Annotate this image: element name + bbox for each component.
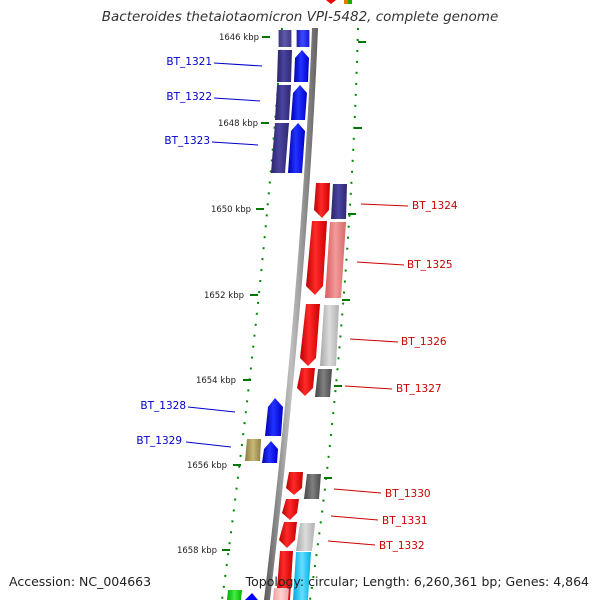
callout-line [213,97,261,102]
gene-feature-bt1328[interactable] [265,398,283,436]
callout-line [327,540,376,546]
gene-feature-partial[interactable] [344,0,348,4]
outer-dotted-arc [221,27,283,600]
topology-text: Topology: circular; Length: 6,260,361 bp… [245,574,589,589]
gene-label-bt1331[interactable]: BT_1331 [382,515,428,527]
ruler-label: 1648 kbp [218,119,258,129]
gene-feature-partial[interactable] [245,593,258,600]
gene-feature-partial[interactable] [273,588,289,600]
callout-line [344,385,393,390]
accession-text: Accession: NC_004663 [9,574,152,589]
gene-feature-partial[interactable] [293,552,311,600]
gene-feature-bt1321[interactable] [294,50,309,82]
callout-line [185,441,232,448]
gene-label-bt1326[interactable]: BT_1326 [401,336,447,348]
gene-label-bt1325[interactable]: BT_1325 [407,259,453,271]
gene-feature-bt1329-cog[interactable] [245,439,261,461]
gene-feature-bt1323[interactable] [288,123,305,173]
ruler-label: 1650 kbp [211,205,251,215]
ruler-ticks [222,36,366,551]
gene-feature-bt1320[interactable] [297,30,309,47]
gene-feature-bt1326-cog[interactable] [320,305,339,366]
gene-feature-bt1321[interactable] [277,50,292,82]
gene-feature-partial[interactable] [227,590,242,600]
gene-label-bt1323[interactable]: BT_1323 [164,135,210,147]
callout-line [211,141,259,146]
callout-line [187,406,236,413]
gene-feature-partial[interactable] [348,0,352,4]
ruler-label: 1654 kbp [196,376,236,386]
callout-line [330,515,379,521]
gene-label-bt1324[interactable]: BT_1324 [412,200,458,212]
gene-label-bt1330[interactable]: BT_1330 [385,488,431,500]
gene-feature-bt1326[interactable] [300,304,320,366]
gene-feature-bt1330[interactable] [286,472,303,495]
gene-feature-bt1324-cog[interactable] [331,184,347,219]
gene-feature-bt1324[interactable] [314,183,330,218]
gene-feature-partial[interactable] [276,551,293,600]
gene-label-bt1327[interactable]: BT_1327 [396,383,442,395]
gene-label-bt1328[interactable]: BT_1328 [140,400,186,412]
callout-lines [185,62,409,546]
gene-feature-bt1320[interactable] [279,30,291,47]
callout-line [356,261,405,266]
ruler-label: 1652 kbp [204,291,244,301]
gene-feature-bt1325-cog[interactable] [325,222,346,298]
gene-feature-bt1322[interactable] [291,85,307,120]
callout-line [349,338,399,343]
gene-feature-bt1323[interactable] [271,123,289,173]
gene-label-bt1332[interactable]: BT_1332 [379,540,425,552]
ruler-label: 1658 kbp [177,546,217,556]
gene-feature-bt1322[interactable] [275,85,291,120]
gene-feature-partial[interactable] [326,0,336,4]
callout-line [360,203,409,207]
ruler-label: 1656 kbp [187,461,227,471]
gene-feature-bt1325[interactable] [306,221,327,295]
genome-backbone [264,28,318,600]
gene-feature-bt1327[interactable] [297,368,315,396]
gene-label-bt1322[interactable]: BT_1322 [166,91,212,103]
gene-feature-bt1331[interactable] [282,499,299,520]
callout-line [213,62,263,67]
gene-feature-bt1329[interactable] [262,441,278,463]
callout-line [333,488,382,494]
ruler-label: 1646 kbp [219,33,259,43]
inner-dotted-arc [309,27,359,600]
gene-feature-bt1327-cog[interactable] [315,369,332,397]
gene-feature-bt1332-cog[interactable] [296,523,315,551]
genome-title: Bacteroides thetaiotaomicron VPI-5482, c… [101,9,499,25]
gene-label-bt1321[interactable]: BT_1321 [166,56,212,68]
gene-feature-bt1330-cog[interactable] [304,474,321,499]
gene-feature-bt1332[interactable] [279,522,297,548]
gene-label-bt1329[interactable]: BT_1329 [136,435,182,447]
